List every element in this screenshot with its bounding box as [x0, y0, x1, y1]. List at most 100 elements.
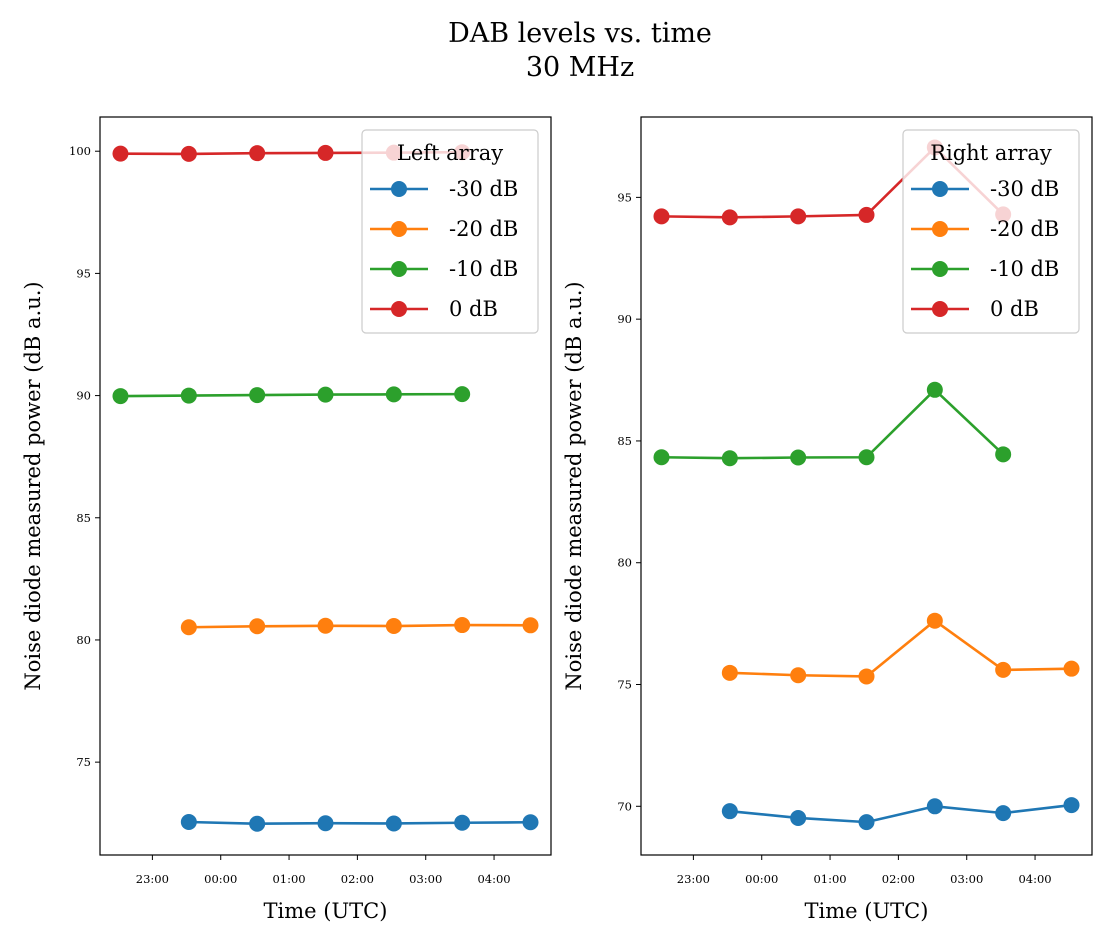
data-point-minus20db [995, 661, 1012, 678]
y-axis-label: Noise diode measured power (dB a.u.) [21, 281, 45, 690]
x-tick-label: 01:00 [272, 872, 305, 886]
axes-frame [99, 116, 552, 856]
data-point-minus20db [249, 618, 266, 635]
data-point-minus30db [790, 809, 807, 826]
data-point-0db [790, 208, 807, 225]
data-point-minus20db [180, 619, 197, 636]
data-point-minus20db [721, 664, 738, 681]
legend-entry: -10 dB [449, 257, 518, 281]
data-point-minus10db [653, 449, 670, 466]
legend-entry: -30 dB [449, 177, 518, 201]
data-point-minus10db [112, 388, 129, 405]
y-axis-label: Noise diode measured power (dB a.u.) [562, 281, 586, 690]
x-tick-label: 04:00 [477, 872, 510, 886]
data-point-minus10db [926, 381, 943, 398]
data-point-minus10db [454, 386, 471, 403]
data-point-minus30db [1063, 797, 1080, 814]
y-tick-label: 75 [617, 678, 632, 692]
legend-entry: -10 dB [990, 257, 1059, 281]
legend-entry: -30 dB [990, 177, 1059, 201]
legend-entry: 0 dB [990, 297, 1039, 321]
y-tick-label: 70 [617, 799, 632, 813]
x-tick-label: 02:00 [341, 872, 374, 886]
legend-entry: -20 dB [990, 217, 1059, 241]
series-line-minus20db [188, 623, 531, 629]
series-line-minus30db [729, 803, 1072, 824]
y-tick-label: 90 [617, 312, 632, 326]
data-point-minus10db [317, 386, 334, 403]
legend: Right array -30 dB -20 dB -10 dB 0 dB [902, 129, 1080, 334]
data-point-minus30db [522, 814, 539, 831]
data-point-minus10db [721, 450, 738, 467]
series-line-minus10db [661, 387, 1005, 460]
x-tick-label: 03:00 [950, 872, 983, 886]
legend-title: Left array [397, 141, 503, 165]
x-tick-label: 00:00 [745, 872, 778, 886]
data-point-minus10db [180, 387, 197, 404]
x-tick-label: 00:00 [204, 872, 237, 886]
axes-frame [640, 116, 1093, 856]
data-point-minus30db [721, 803, 738, 820]
x-tick-label: 04:00 [1018, 872, 1051, 886]
data-point-minus10db [249, 387, 266, 404]
y-tick-label: 100 [69, 144, 91, 158]
y-tick-label: 80 [76, 633, 91, 647]
legend-marker [391, 221, 407, 237]
x-tick-label: 23:00 [136, 872, 169, 886]
legend-marker [932, 181, 948, 197]
legend-title: Right array [930, 141, 1052, 165]
x-tick-label: 02:00 [882, 872, 915, 886]
legend-box [361, 129, 539, 334]
data-point-0db [858, 206, 875, 223]
series-line-minus30db [188, 820, 531, 826]
x-tick-label: 01:00 [813, 872, 846, 886]
series-line-minus20db [729, 619, 1072, 678]
data-point-minus30db [180, 814, 197, 831]
legend-marker [391, 181, 407, 197]
y-tick-label: 90 [76, 389, 91, 403]
data-point-minus30db [858, 814, 875, 831]
data-point-minus20db [522, 617, 539, 634]
x-tick-label: 03:00 [409, 872, 442, 886]
data-point-minus30db [249, 815, 266, 832]
left-array-chart: 23:00 00:00 01:00 02:00 03:00 04:00 75 80 85 90 95… [21, 116, 552, 923]
right-array-chart: 23:00 00:00 01:00 02:00 03:00 04:00 70 75 80 85 90… [562, 116, 1093, 923]
data-point-minus20db [858, 668, 875, 685]
legend-marker [391, 301, 407, 317]
data-point-minus10db [385, 386, 402, 403]
data-point-minus20db [1063, 660, 1080, 677]
x-axis-label: Time (UTC) [805, 899, 929, 923]
legend-entry: -20 dB [449, 217, 518, 241]
legend-marker [391, 261, 407, 277]
data-point-minus10db [858, 449, 875, 466]
data-point-minus30db [317, 815, 334, 832]
data-point-minus30db [454, 814, 471, 831]
legend: Left array -30 dB -20 dB -10 dB 0 dB [361, 129, 539, 334]
data-point-0db [721, 209, 738, 226]
x-tick-label: 23:00 [677, 872, 710, 886]
legend-entry: 0 dB [449, 297, 498, 321]
y-tick-label: 85 [617, 434, 632, 448]
y-tick-label: 95 [76, 266, 91, 280]
data-point-minus30db [385, 815, 402, 832]
y-tick-label: 95 [617, 190, 632, 204]
data-point-minus20db [385, 618, 402, 635]
legend-marker [932, 221, 948, 237]
data-point-0db [317, 144, 334, 161]
legend-marker [932, 261, 948, 277]
legend-box [902, 129, 1080, 334]
x-axis-label: Time (UTC) [264, 899, 388, 923]
data-point-0db [180, 145, 197, 162]
legend-marker [932, 301, 948, 317]
data-point-minus10db [995, 446, 1012, 463]
data-point-0db [249, 145, 266, 162]
figure-title-line-2: 30 MHz [526, 52, 634, 83]
figure-title-line-1: DAB levels vs. time [448, 18, 712, 49]
y-tick-label: 80 [617, 556, 632, 570]
data-point-0db [112, 145, 129, 162]
y-tick-label: 85 [76, 511, 91, 525]
data-point-0db [653, 208, 670, 225]
data-point-minus20db [926, 612, 943, 629]
data-point-minus10db [790, 449, 807, 466]
